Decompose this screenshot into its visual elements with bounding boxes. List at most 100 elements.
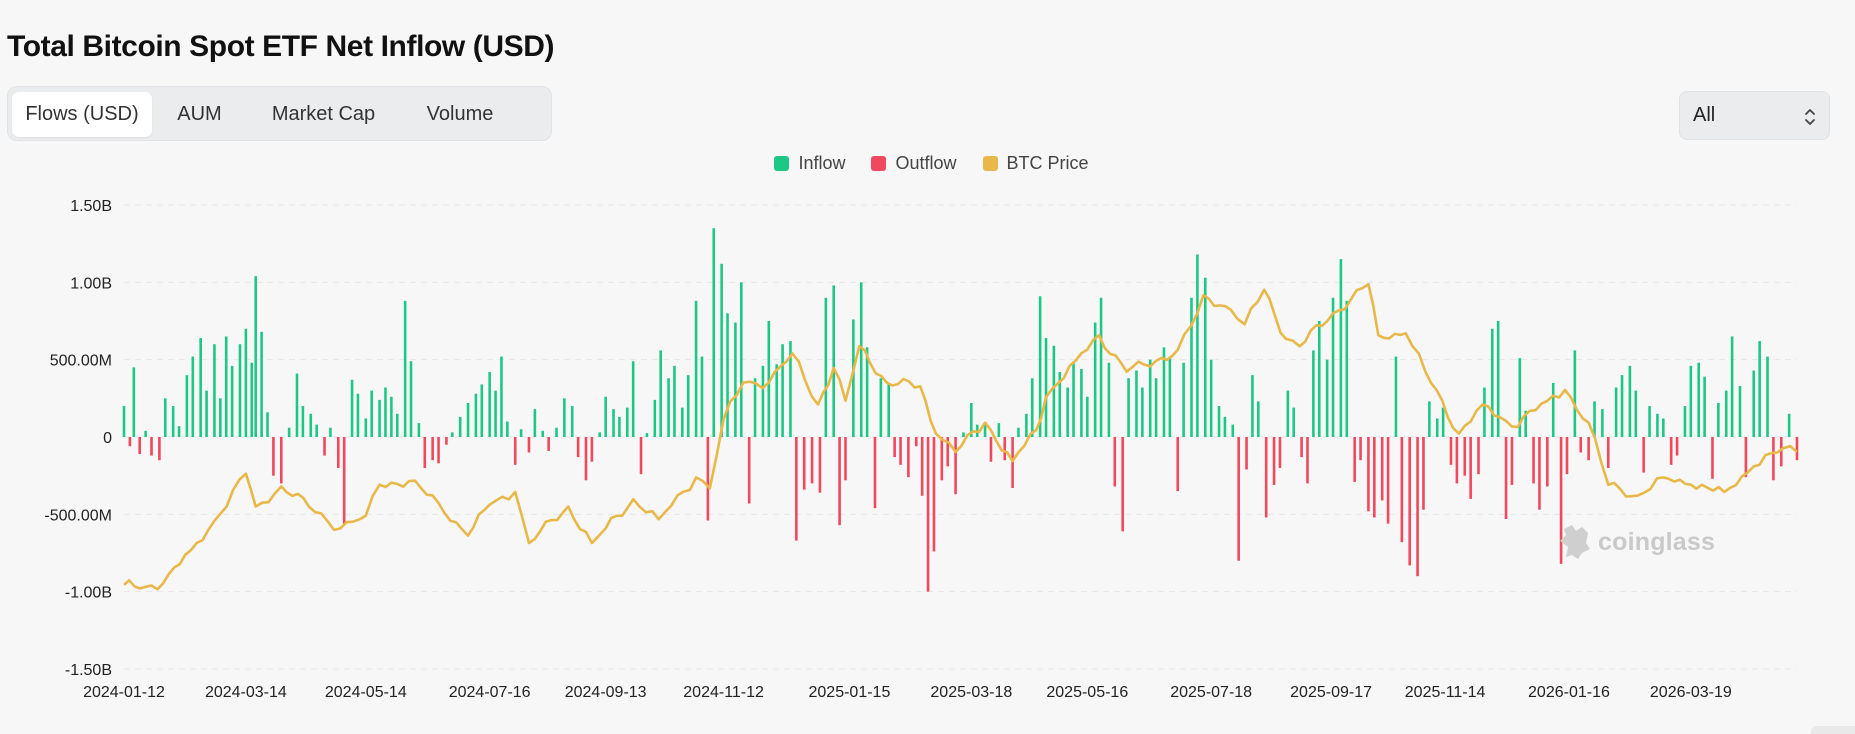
inflow-bar bbox=[1317, 321, 1321, 437]
inflow-bar bbox=[734, 322, 737, 437]
outflow-bar bbox=[1121, 437, 1124, 532]
inflow-bar bbox=[631, 361, 635, 437]
outflow-swatch bbox=[871, 156, 887, 171]
outflow-bar bbox=[1373, 437, 1376, 518]
range-select[interactable]: All bbox=[1679, 91, 1830, 140]
inflow-bar bbox=[370, 390, 374, 437]
inflow-bar bbox=[852, 319, 855, 437]
watermark: coinglass bbox=[1558, 523, 1715, 561]
outflow-bar bbox=[431, 437, 434, 461]
inflow-bar bbox=[625, 407, 629, 437]
inflow-bar bbox=[1196, 254, 1199, 437]
inflow-bar bbox=[417, 423, 421, 437]
legend-btc-price[interactable]: BTC Price bbox=[982, 153, 1089, 174]
inflow-bar bbox=[1730, 336, 1734, 437]
inflow-bar bbox=[1072, 362, 1075, 437]
outflow-bar bbox=[1278, 437, 1282, 468]
tab-aum[interactable]: AUM bbox=[177, 103, 222, 125]
inflow-bar bbox=[1496, 321, 1500, 437]
inflow-bar bbox=[753, 378, 757, 437]
inflow-bar bbox=[185, 375, 189, 437]
inflow-bar bbox=[618, 416, 621, 437]
inflow-bar bbox=[1251, 375, 1254, 437]
inflow-bar bbox=[309, 413, 313, 437]
outflow-bar bbox=[899, 437, 902, 465]
inflow-bar bbox=[1518, 358, 1522, 437]
outflow-bar bbox=[954, 437, 957, 495]
legend-outflow[interactable]: Outflow bbox=[871, 153, 957, 174]
x-tick-label: 2024-01-12 bbox=[83, 684, 165, 701]
inflow-bar bbox=[570, 406, 574, 437]
inflow-bar bbox=[1209, 359, 1213, 437]
inflow-bar bbox=[726, 313, 729, 437]
inflow-bar bbox=[1428, 401, 1431, 437]
inflow-bar bbox=[1648, 406, 1651, 437]
x-tick-label: 2026-01-16 bbox=[1528, 684, 1610, 701]
inflow-bar bbox=[474, 393, 478, 437]
outflow-bar bbox=[1264, 437, 1268, 518]
outflow-bar bbox=[838, 437, 841, 526]
outflow-bar bbox=[1510, 437, 1514, 485]
inflow-bar bbox=[224, 336, 228, 437]
inflow-bar bbox=[266, 412, 269, 437]
outflow-bar bbox=[1565, 437, 1569, 475]
inflow-bar bbox=[1703, 376, 1706, 437]
x-tick-label: 2025-11-14 bbox=[1405, 684, 1486, 701]
inflow-bar bbox=[506, 421, 509, 437]
inflow-bar bbox=[1038, 296, 1042, 437]
outflow-bar bbox=[1532, 437, 1535, 484]
inflow-bar bbox=[1787, 413, 1791, 437]
inflow-bar bbox=[171, 406, 175, 437]
inflow-bar bbox=[177, 426, 181, 437]
y-tick-label: -500.00M bbox=[44, 507, 112, 524]
inflow-bar bbox=[301, 406, 305, 437]
inflow-bar bbox=[1286, 390, 1290, 437]
outflow-bar bbox=[1463, 437, 1467, 476]
outflow-bar bbox=[844, 437, 847, 481]
outflow-bar bbox=[873, 437, 877, 509]
inflow-bar bbox=[191, 356, 195, 437]
inflow-bar bbox=[962, 432, 965, 437]
tab-flows[interactable]: Flows (USD) bbox=[12, 92, 152, 137]
outflow-bar bbox=[1422, 437, 1425, 510]
tab-market-cap[interactable]: Market Cap bbox=[271, 103, 376, 125]
inflow-bar bbox=[403, 300, 407, 437]
outflow-bar bbox=[1504, 437, 1508, 519]
inflow-bar bbox=[1490, 328, 1494, 437]
inflow-bar bbox=[667, 378, 670, 437]
legend-inflow[interactable]: Inflow bbox=[774, 153, 845, 174]
inflow-bar bbox=[533, 409, 537, 437]
outflow-bar bbox=[1353, 437, 1356, 482]
inflow-bar bbox=[1738, 385, 1742, 437]
inflow-bar bbox=[1628, 365, 1632, 437]
x-tick-label: 2024-03-14 bbox=[205, 684, 287, 701]
outflow-bar bbox=[1113, 437, 1117, 487]
outflow-bar bbox=[527, 437, 531, 453]
inflow-bar bbox=[767, 321, 771, 437]
inflow-bar bbox=[1030, 378, 1034, 437]
outflow-bar bbox=[946, 437, 950, 467]
inflow-bar bbox=[480, 384, 484, 437]
inflow-bar bbox=[254, 276, 258, 437]
outflow-bar bbox=[513, 437, 517, 465]
outflow-bar bbox=[1675, 437, 1679, 456]
inflow-bar bbox=[1724, 390, 1728, 437]
inflow-bar bbox=[739, 282, 743, 437]
watermark-text: coinglass bbox=[1598, 527, 1716, 556]
outflow-bar bbox=[138, 437, 142, 455]
inflow-bar bbox=[563, 398, 566, 437]
inflow-bar bbox=[1717, 402, 1720, 437]
tab-volume[interactable]: Volume bbox=[426, 103, 494, 125]
page-title: Total Bitcoin Spot ETF Net Inflow (USD) bbox=[7, 30, 555, 63]
inflow-bar bbox=[1551, 382, 1555, 437]
inflow-bar bbox=[1044, 338, 1048, 437]
inflow-bar bbox=[466, 402, 470, 437]
outflow-bar bbox=[802, 437, 806, 490]
inflow-bar bbox=[260, 331, 263, 437]
outflow-bar bbox=[323, 437, 326, 456]
inflow-bar bbox=[694, 300, 698, 437]
outflow-bar bbox=[1176, 437, 1180, 492]
inflow-bar bbox=[1080, 368, 1083, 437]
outflow-bar bbox=[1477, 437, 1480, 475]
